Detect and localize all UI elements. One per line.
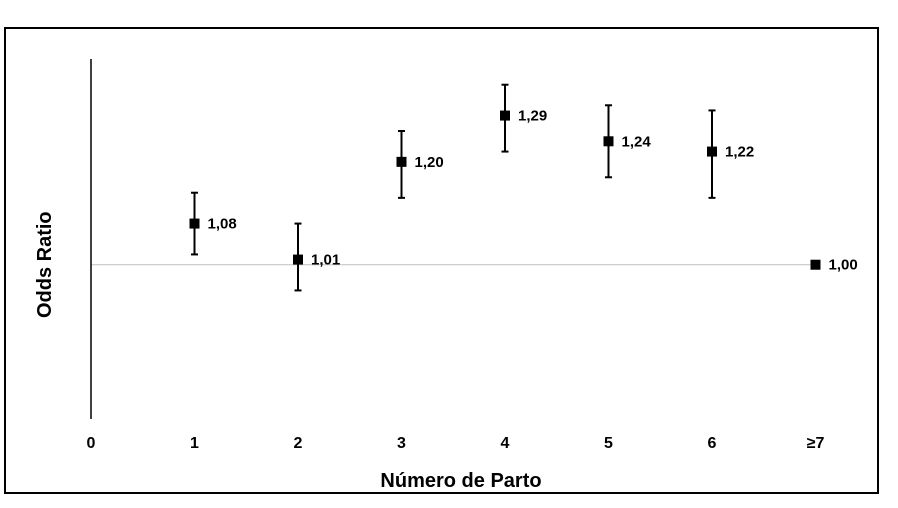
data-value-label: 1,22 <box>725 144 754 161</box>
data-point-marker <box>396 156 407 167</box>
data-value-label: 1,29 <box>518 108 547 125</box>
x-tick-label: 1 <box>190 435 199 452</box>
x-tick-label: 6 <box>708 435 717 452</box>
data-labels: 1,08 1,01 1,20 1,29 1,24 1,22 1,00 <box>208 108 858 274</box>
x-tick-label: ≥7 <box>807 435 825 452</box>
data-value-label: 1,08 <box>208 216 237 233</box>
data-point-marker <box>603 136 614 147</box>
data-point-marker <box>810 259 821 270</box>
x-tick-labels: 0 1 2 3 4 5 6 ≥7 <box>87 435 825 452</box>
x-tick-label: 5 <box>604 435 613 452</box>
data-value-label: 1,00 <box>829 257 858 274</box>
y-axis-title: Odds Ratio <box>34 211 56 318</box>
data-value-label: 1,20 <box>415 154 444 171</box>
x-tick-label: 4 <box>501 435 510 452</box>
data-point-marker <box>500 110 510 121</box>
x-tick-label: 3 <box>397 435 406 452</box>
data-point-marker <box>293 254 303 265</box>
error-bars <box>191 83 716 292</box>
data-value-label: 1,24 <box>622 133 652 150</box>
x-tick-label: 0 <box>87 435 96 452</box>
data-markers <box>189 110 821 270</box>
data-value-label: 1,01 <box>311 252 340 269</box>
odds-ratio-chart: 0 1 2 3 4 5 6 ≥7 1,08 1,01 1,20 1,29 1,24 1,22 1,00 N… <box>34 59 858 492</box>
x-tick-label: 2 <box>294 435 303 452</box>
x-axis-title: Número de Parto <box>380 470 541 492</box>
data-point-marker <box>707 146 717 157</box>
chart-frame: 0 1 2 3 4 5 6 ≥7 1,08 1,01 1,20 1,29 1,24 1,22 1,00 N… <box>4 27 879 494</box>
data-point-marker <box>189 218 200 229</box>
